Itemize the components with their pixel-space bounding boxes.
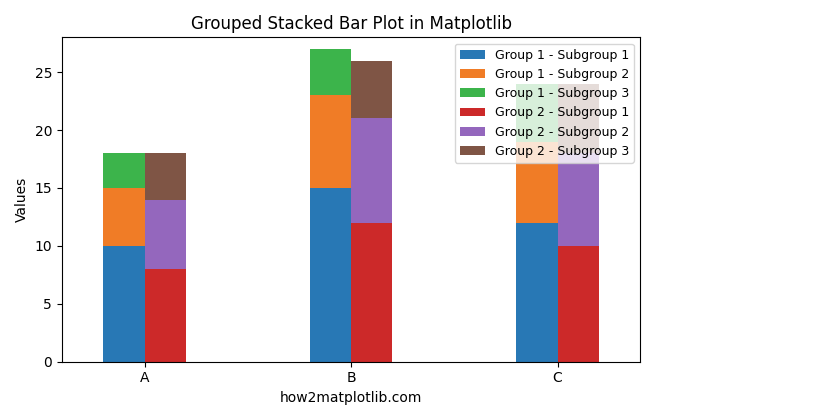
Bar (103, 153, 144, 188)
Bar (144, 269, 186, 362)
Bar (144, 153, 186, 199)
Bar (310, 95, 351, 188)
Bar (558, 246, 599, 362)
Bar (310, 188, 351, 362)
Bar (517, 142, 558, 223)
Y-axis label: Values: Values (15, 177, 29, 222)
Title: Grouped Stacked Bar Plot in Matplotlib: Grouped Stacked Bar Plot in Matplotlib (191, 15, 512, 33)
Bar (558, 153, 599, 246)
Bar (517, 223, 558, 362)
Bar (351, 223, 392, 362)
Bar (310, 49, 351, 95)
Legend: Group 1 - Subgroup 1, Group 1 - Subgroup 2, Group 1 - Subgroup 3, Group 2 - Subg: Group 1 - Subgroup 1, Group 1 - Subgroup… (454, 44, 634, 163)
Bar (351, 60, 392, 118)
X-axis label: how2matplotlib.com: how2matplotlib.com (280, 391, 423, 405)
Bar (351, 118, 392, 223)
Bar (558, 84, 599, 153)
Bar (103, 246, 144, 362)
Bar (517, 84, 558, 142)
Bar (144, 200, 186, 269)
Bar (103, 188, 144, 246)
